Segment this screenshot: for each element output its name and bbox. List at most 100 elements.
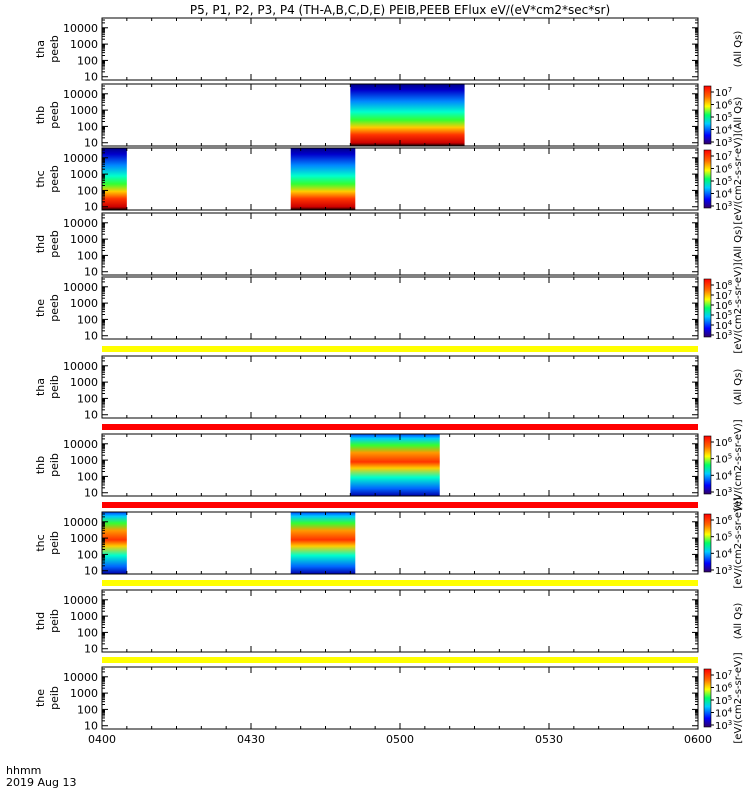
colorbar-tick-label: 105 bbox=[715, 111, 732, 124]
status-bar-yellow bbox=[102, 346, 698, 352]
colorbar-unit-label: (All Qs) bbox=[733, 369, 744, 406]
y-tick-label: 10000 bbox=[63, 281, 98, 294]
panel-frame bbox=[101, 276, 699, 340]
y-tick-label: 10000 bbox=[63, 360, 98, 373]
panel-instrument-label: peib bbox=[48, 531, 61, 555]
colorbar bbox=[703, 513, 712, 573]
y-tick-label: 1000 bbox=[70, 38, 98, 51]
colorbar bbox=[703, 668, 712, 728]
y-tick-label: 10 bbox=[84, 266, 98, 279]
panel-instrument-label: peib bbox=[48, 453, 61, 477]
status-bar-red bbox=[102, 424, 698, 430]
y-tick-label: 10000 bbox=[63, 438, 98, 451]
y-tick-label: 1000 bbox=[70, 532, 98, 545]
panel-instrument-label: peeb bbox=[48, 35, 61, 63]
panel-probe-label: thc bbox=[34, 170, 47, 187]
panel-frame bbox=[101, 355, 699, 419]
panel-tha-peib: 10 100 1000 10000 tha peib (All Qs) bbox=[34, 355, 744, 422]
panel-probe-label: thd bbox=[34, 235, 47, 253]
panel-instrument-label: peeb bbox=[48, 294, 61, 322]
x-tick-label: 0400 bbox=[88, 733, 116, 746]
y-tick-label: 10 bbox=[84, 137, 98, 150]
y-tick-label: 1000 bbox=[70, 376, 98, 389]
spectrogram-segment bbox=[350, 84, 465, 146]
panel-frame bbox=[101, 147, 699, 211]
status-bar-red bbox=[102, 502, 698, 508]
panel-instrument-label: peeb bbox=[48, 165, 61, 193]
colorbar-tick-label: 107 bbox=[715, 669, 732, 682]
panel-thb-peib: 10 100 1000 10000 thb peib 106 105 104 103 [eV/(cm… bbox=[34, 419, 744, 510]
y-tick-label: 100 bbox=[77, 184, 98, 197]
colorbar-tick-label: 107 bbox=[715, 150, 732, 163]
panel-probe-label: the bbox=[34, 299, 47, 317]
colorbar-tick-label: 103 bbox=[715, 200, 732, 213]
y-tick-label: 10 bbox=[84, 643, 98, 656]
status-bar-yellow bbox=[102, 657, 698, 663]
spectrogram-segment bbox=[290, 512, 356, 574]
colorbar bbox=[703, 149, 712, 209]
y-tick-label: 10 bbox=[84, 201, 98, 214]
panel-thd-peib: 10 100 1000 10000 thd peib (All Qs) bbox=[34, 589, 744, 656]
colorbar-unit-label: [eV/(cm2-s-sr-eV)] bbox=[733, 419, 744, 510]
y-tick-label: 10000 bbox=[63, 516, 98, 529]
colorbar-tick-label: 104 bbox=[715, 707, 733, 720]
y-tick-label: 100 bbox=[77, 470, 98, 483]
colorbar-tick-label: 103 bbox=[715, 564, 732, 577]
colorbar-tick-label: 104 bbox=[715, 188, 733, 201]
panel-thb-peeb: 10 100 1000 10000 thb peeb 107106105104103(All… bbox=[34, 83, 744, 150]
y-tick-label: 10 bbox=[84, 409, 98, 422]
y-tick-label: 10000 bbox=[63, 594, 98, 607]
panel-probe-label: tha bbox=[34, 378, 47, 396]
y-tick-label: 100 bbox=[77, 120, 98, 133]
y-tick-label: 10 bbox=[84, 330, 98, 343]
y-tick-label: 1000 bbox=[70, 104, 98, 117]
colorbar-unit-label: (All Qs) bbox=[733, 97, 744, 134]
colorbar-tick-label: 105 bbox=[715, 453, 732, 466]
colorbar-tick-label: 105 bbox=[715, 531, 732, 544]
panel-instrument-label: peib bbox=[48, 609, 61, 633]
x-tick-label: 0530 bbox=[535, 733, 563, 746]
panel-probe-label: the bbox=[34, 689, 47, 707]
date-label: 2019 Aug 13 bbox=[6, 776, 76, 789]
colorbar-tick-label: 106 bbox=[715, 514, 733, 527]
x-tick-label: 0600 bbox=[684, 733, 712, 746]
colorbar-unit-label: [eV/(cm2-s-sr-eV)] bbox=[733, 262, 744, 353]
colorbar-tick-label: 105 bbox=[715, 175, 732, 188]
spectrogram-segment bbox=[102, 148, 127, 210]
y-tick-label: 100 bbox=[77, 313, 98, 326]
colorbar-tick-label: 106 bbox=[715, 163, 733, 176]
colorbar-unit-label: [eV/(cm2-s-sr-eV)] bbox=[733, 497, 744, 588]
y-tick-label: 100 bbox=[77, 249, 98, 262]
spectrogram-segment bbox=[102, 512, 127, 574]
panel-instrument-label: peib bbox=[48, 686, 61, 710]
colorbar-unit-label: [eV/(cm2-s-sr-eV)] bbox=[733, 652, 744, 743]
y-tick-label: 10000 bbox=[63, 22, 98, 35]
panel-thd-peeb: 10 100 1000 10000 thd peeb (All Qs) bbox=[34, 212, 744, 279]
colorbar-tick-label: 106 bbox=[715, 436, 733, 449]
y-tick-label: 100 bbox=[77, 703, 98, 716]
time-axis-label: hhmm bbox=[6, 764, 41, 777]
colorbar-unit-label: [eV/(cm2-s-sr-eV)] bbox=[733, 133, 744, 224]
panel-thc-peib: 10 100 1000 10000 thc peib 106 105 104 103 [eV/(cm… bbox=[34, 497, 744, 588]
colorbar-tick-label: 107 bbox=[715, 86, 732, 99]
spectrogram-segment bbox=[290, 148, 356, 210]
colorbar-unit-label: (All Qs) bbox=[733, 603, 744, 640]
panel-probe-label: tha bbox=[34, 40, 47, 58]
y-tick-label: 1000 bbox=[70, 454, 98, 467]
panel-instrument-label: peib bbox=[48, 375, 61, 399]
y-tick-label: 10 bbox=[84, 487, 98, 500]
colorbar-tick-label: 104 bbox=[715, 547, 733, 560]
y-tick-label: 1000 bbox=[70, 233, 98, 246]
y-tick-label: 10000 bbox=[63, 152, 98, 165]
y-tick-label: 10 bbox=[84, 720, 98, 733]
panel-instrument-label: peeb bbox=[48, 101, 61, 129]
y-tick-label: 1000 bbox=[70, 297, 98, 310]
colorbar bbox=[703, 278, 712, 338]
y-tick-label: 10000 bbox=[63, 88, 98, 101]
panel-instrument-label: peeb bbox=[48, 230, 61, 258]
